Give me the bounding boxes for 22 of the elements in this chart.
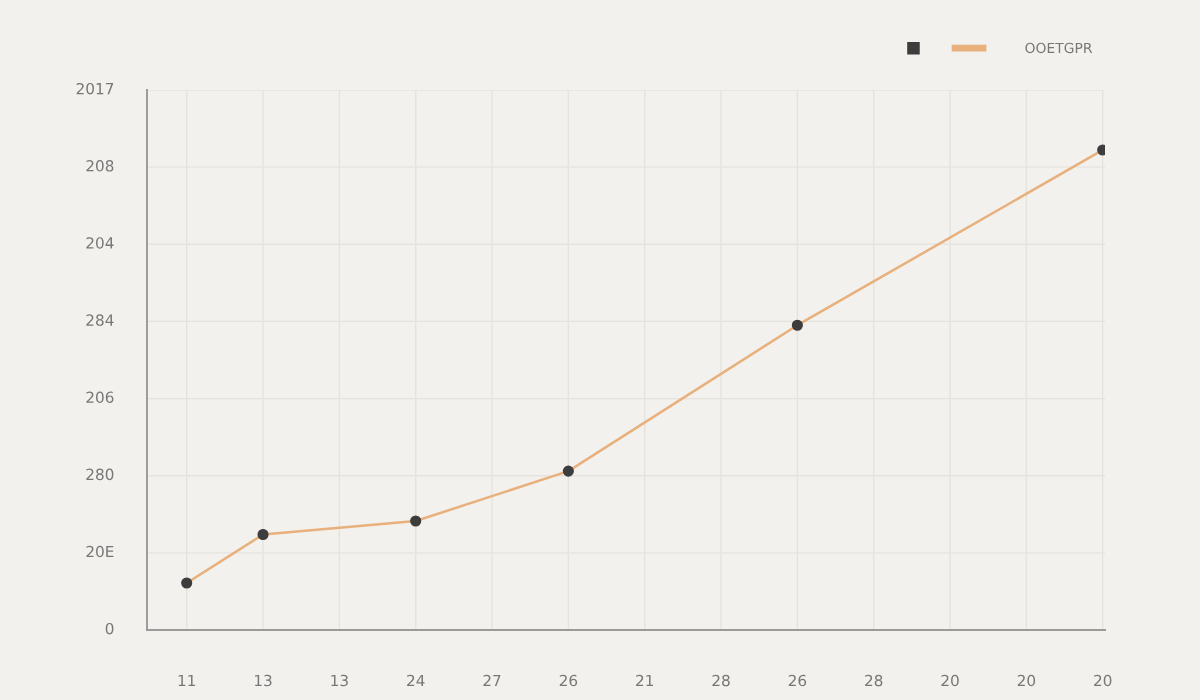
x-tick-label: 13 (254, 674, 272, 687)
x-tick-label: 27 (483, 674, 501, 687)
x-tick-label: 21 (636, 674, 654, 687)
x-tick-label: 24 (407, 674, 425, 687)
x-tick-label: 26 (559, 674, 578, 687)
text: 280 (86, 468, 114, 481)
text: 206 (86, 391, 114, 403)
text: OOETGPR (1025, 42, 1093, 54)
x-tick-label: 11 (178, 674, 195, 687)
text: 2017 (76, 82, 114, 95)
text: 204 (86, 237, 114, 249)
x-tick-label: 28 (712, 674, 730, 687)
text: 20E (86, 545, 114, 558)
text: 0 (105, 622, 114, 635)
x-tick-label: 13 (331, 674, 348, 687)
x-tick-label: 26 (788, 674, 807, 687)
text: 284 (86, 314, 114, 326)
x-tick-label: 20 (1094, 674, 1112, 687)
x-tick-label: 20 (941, 674, 959, 687)
x-tick-label: 28 (865, 674, 883, 687)
x-tick-label: 20 (1017, 674, 1036, 687)
text: 208 (86, 160, 114, 172)
